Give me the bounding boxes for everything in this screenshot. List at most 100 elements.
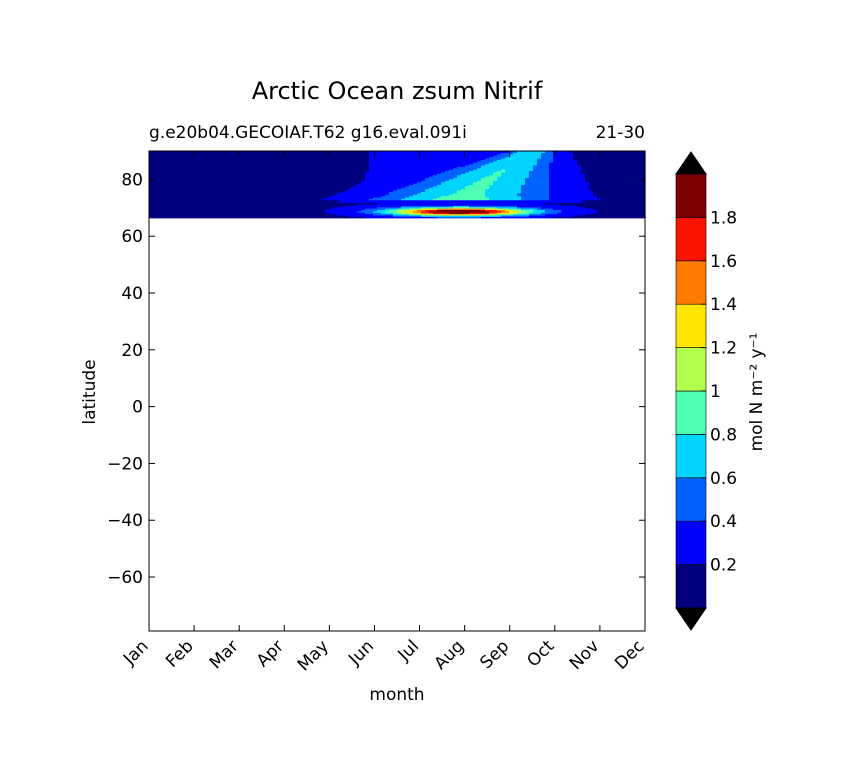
heatmap-cell: [245, 198, 250, 201]
heatmap-cell: [537, 173, 542, 176]
heatmap-cell: [205, 180, 210, 183]
heatmap-cell: [149, 208, 154, 210]
heatmap-cell: [421, 169, 426, 172]
heatmap-cell: [405, 216, 410, 219]
heatmap-cell: [329, 214, 334, 217]
heatmap-cell: [289, 194, 294, 197]
heatmap-cell: [541, 178, 546, 181]
heatmap-cell: [365, 205, 370, 208]
heatmap-cell: [321, 209, 326, 212]
heatmap-cell: [517, 169, 522, 172]
heatmap-cell: [505, 163, 510, 166]
heatmap-cell: [513, 184, 518, 187]
heatmap-cell: [301, 164, 306, 167]
heatmap-cell: [585, 191, 590, 194]
heatmap-cell: [233, 184, 238, 187]
heatmap-cell: [605, 170, 610, 173]
heatmap-cell: [485, 206, 490, 209]
heatmap-cell: [397, 196, 402, 199]
heatmap-cell: [237, 198, 242, 201]
heatmap-cell: [609, 181, 614, 184]
heatmap-cell: [529, 170, 534, 173]
heatmap-cell: [357, 176, 362, 179]
heatmap-cell: [169, 209, 174, 212]
heatmap-cell: [213, 187, 218, 190]
heatmap-cell: [349, 208, 354, 210]
heatmap-cell: [221, 169, 226, 172]
heatmap-cell: [245, 170, 250, 173]
heatmap-cell: [513, 210, 518, 213]
heatmap-cell: [265, 162, 270, 165]
heatmap-cell: [429, 166, 434, 169]
heatmap-cell: [245, 185, 250, 188]
heatmap-cell: [513, 212, 518, 215]
heatmap-cell: [469, 176, 474, 179]
heatmap-cell: [321, 180, 326, 183]
heatmap-cell: [229, 212, 234, 215]
heatmap-cell: [385, 206, 390, 209]
heatmap-cell: [173, 176, 178, 179]
heatmap-cell: [333, 216, 338, 219]
heatmap-cell: [313, 176, 318, 179]
heatmap-cell: [449, 208, 454, 210]
heatmap-cell: [153, 169, 158, 172]
heatmap-cell: [269, 202, 274, 205]
heatmap-cell: [357, 196, 362, 199]
heatmap-cell: [433, 196, 438, 199]
heatmap-cell: [549, 170, 554, 173]
heatmap-cell: [309, 195, 314, 198]
heatmap-cell: [521, 209, 526, 212]
heatmap-cell: [277, 210, 282, 213]
heatmap-cell: [165, 181, 170, 184]
heatmap-cell: [601, 173, 606, 176]
heatmap-cell: [337, 171, 342, 174]
heatmap-cell: [317, 169, 322, 172]
heatmap-cell: [573, 182, 578, 185]
heatmap-cell: [397, 194, 402, 197]
heatmap-cell: [473, 180, 478, 183]
heatmap-cell: [281, 176, 286, 179]
heatmap-cell: [269, 189, 274, 192]
heatmap-cell: [517, 201, 522, 204]
heatmap-cell: [381, 210, 386, 213]
heatmap-cell: [361, 171, 366, 174]
heatmap-cell: [509, 169, 514, 172]
heatmap-cell: [241, 163, 246, 166]
heatmap-cell: [417, 189, 422, 192]
heatmap-cell: [261, 167, 266, 170]
heatmap-cell: [637, 170, 642, 173]
heatmap-cell: [177, 210, 182, 213]
heatmap-cell: [469, 201, 474, 204]
heatmap-cell: [217, 163, 222, 166]
heatmap-cell: [249, 178, 254, 181]
heatmap-cell: [249, 214, 254, 217]
heatmap-cell: [641, 162, 646, 165]
heatmap-cell: [485, 209, 490, 212]
heatmap-cell: [517, 202, 522, 205]
heatmap-cell: [577, 180, 582, 183]
heatmap-cell: [173, 213, 178, 216]
heatmap-cell: [249, 199, 254, 202]
heatmap-cell: [269, 208, 274, 210]
heatmap-cell: [245, 214, 250, 217]
heatmap-cell: [609, 210, 614, 213]
heatmap-cell: [265, 181, 270, 184]
heatmap-cell: [421, 170, 426, 173]
heatmap-cell: [153, 208, 158, 210]
heatmap-cell: [217, 208, 222, 210]
heatmap-cell: [533, 162, 538, 165]
heatmap-cell: [341, 213, 346, 216]
heatmap-cell: [337, 192, 342, 195]
heatmap-cell: [321, 213, 326, 216]
heatmap-cell: [225, 195, 230, 198]
heatmap-cell: [281, 177, 286, 180]
heatmap-cell: [549, 196, 554, 199]
heatmap-cell: [337, 199, 342, 202]
heatmap-cell: [541, 208, 546, 210]
heatmap-cell: [433, 195, 438, 198]
heatmap-cell: [337, 167, 342, 170]
heatmap-cell: [433, 181, 438, 184]
heatmap-cell: [417, 192, 422, 195]
heatmap-cell: [617, 180, 622, 183]
heatmap-cell: [553, 214, 558, 217]
